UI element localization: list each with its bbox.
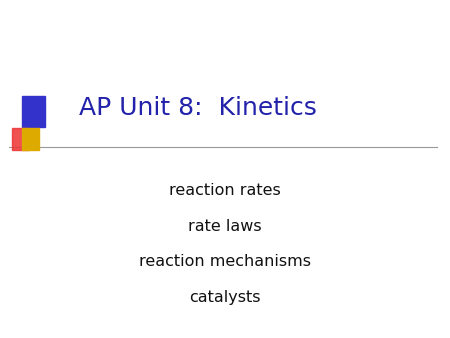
Bar bbox=[12, 128, 29, 150]
Text: rate laws: rate laws bbox=[188, 219, 262, 234]
Bar bbox=[22, 128, 39, 150]
Text: reaction mechanisms: reaction mechanisms bbox=[139, 255, 311, 269]
Text: reaction rates: reaction rates bbox=[169, 184, 281, 198]
Bar bbox=[22, 96, 45, 127]
Text: AP Unit 8:  Kinetics: AP Unit 8: Kinetics bbox=[79, 96, 317, 120]
Text: catalysts: catalysts bbox=[189, 290, 261, 305]
